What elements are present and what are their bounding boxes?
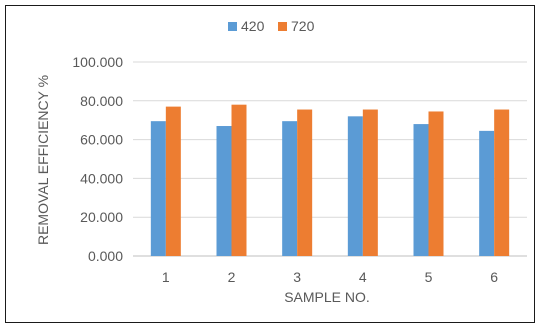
legend-label-420: 420 <box>241 18 265 34</box>
bar-720-sample-1 <box>165 106 181 257</box>
x-axis-ticks: 1 2 3 4 5 6 <box>162 269 498 285</box>
bar-420-sample-2 <box>216 126 232 257</box>
bar-420-sample-3 <box>282 121 298 256</box>
bar-720-sample-6 <box>494 109 510 256</box>
bars <box>150 104 510 257</box>
bar-420-sample-1 <box>150 121 166 256</box>
legend-swatch-720 <box>278 22 287 31</box>
bar-720-sample-3 <box>297 109 313 256</box>
bar-720-sample-2 <box>231 104 247 257</box>
x-tick-label: 3 <box>293 269 301 285</box>
x-tick-label: 2 <box>228 269 236 285</box>
bar-720-sample-5 <box>428 111 444 256</box>
y-axis-title: REMOVAL EFFICIENCY % <box>35 75 51 245</box>
x-tick-label: 5 <box>425 269 433 285</box>
bar-420-sample-5 <box>413 124 429 256</box>
bar-420-sample-4 <box>347 116 363 256</box>
legend-label-720: 720 <box>291 18 315 34</box>
y-tick-label: 100.000 <box>72 54 123 70</box>
legend-swatch-420 <box>228 22 237 31</box>
x-tick-label: 6 <box>490 269 498 285</box>
legend: 420 720 <box>228 18 315 34</box>
x-tick-label: 4 <box>359 269 367 285</box>
y-tick-label: 40.000 <box>80 170 123 186</box>
y-tick-label: 0.000 <box>88 248 123 264</box>
chart-frame <box>5 5 535 323</box>
bar-720-sample-4 <box>362 109 378 256</box>
y-tick-label: 20.000 <box>80 209 123 225</box>
y-axis-ticks: 0.000 20.000 40.000 60.000 80.000 100.000 <box>72 54 123 264</box>
gridlines <box>133 61 527 257</box>
y-tick-label: 60.000 <box>80 132 123 148</box>
x-tick-label: 1 <box>162 269 170 285</box>
x-axis-title: SAMPLE NO. <box>284 289 370 305</box>
y-tick-label: 80.000 <box>80 93 123 109</box>
bar-420-sample-6 <box>479 130 495 256</box>
